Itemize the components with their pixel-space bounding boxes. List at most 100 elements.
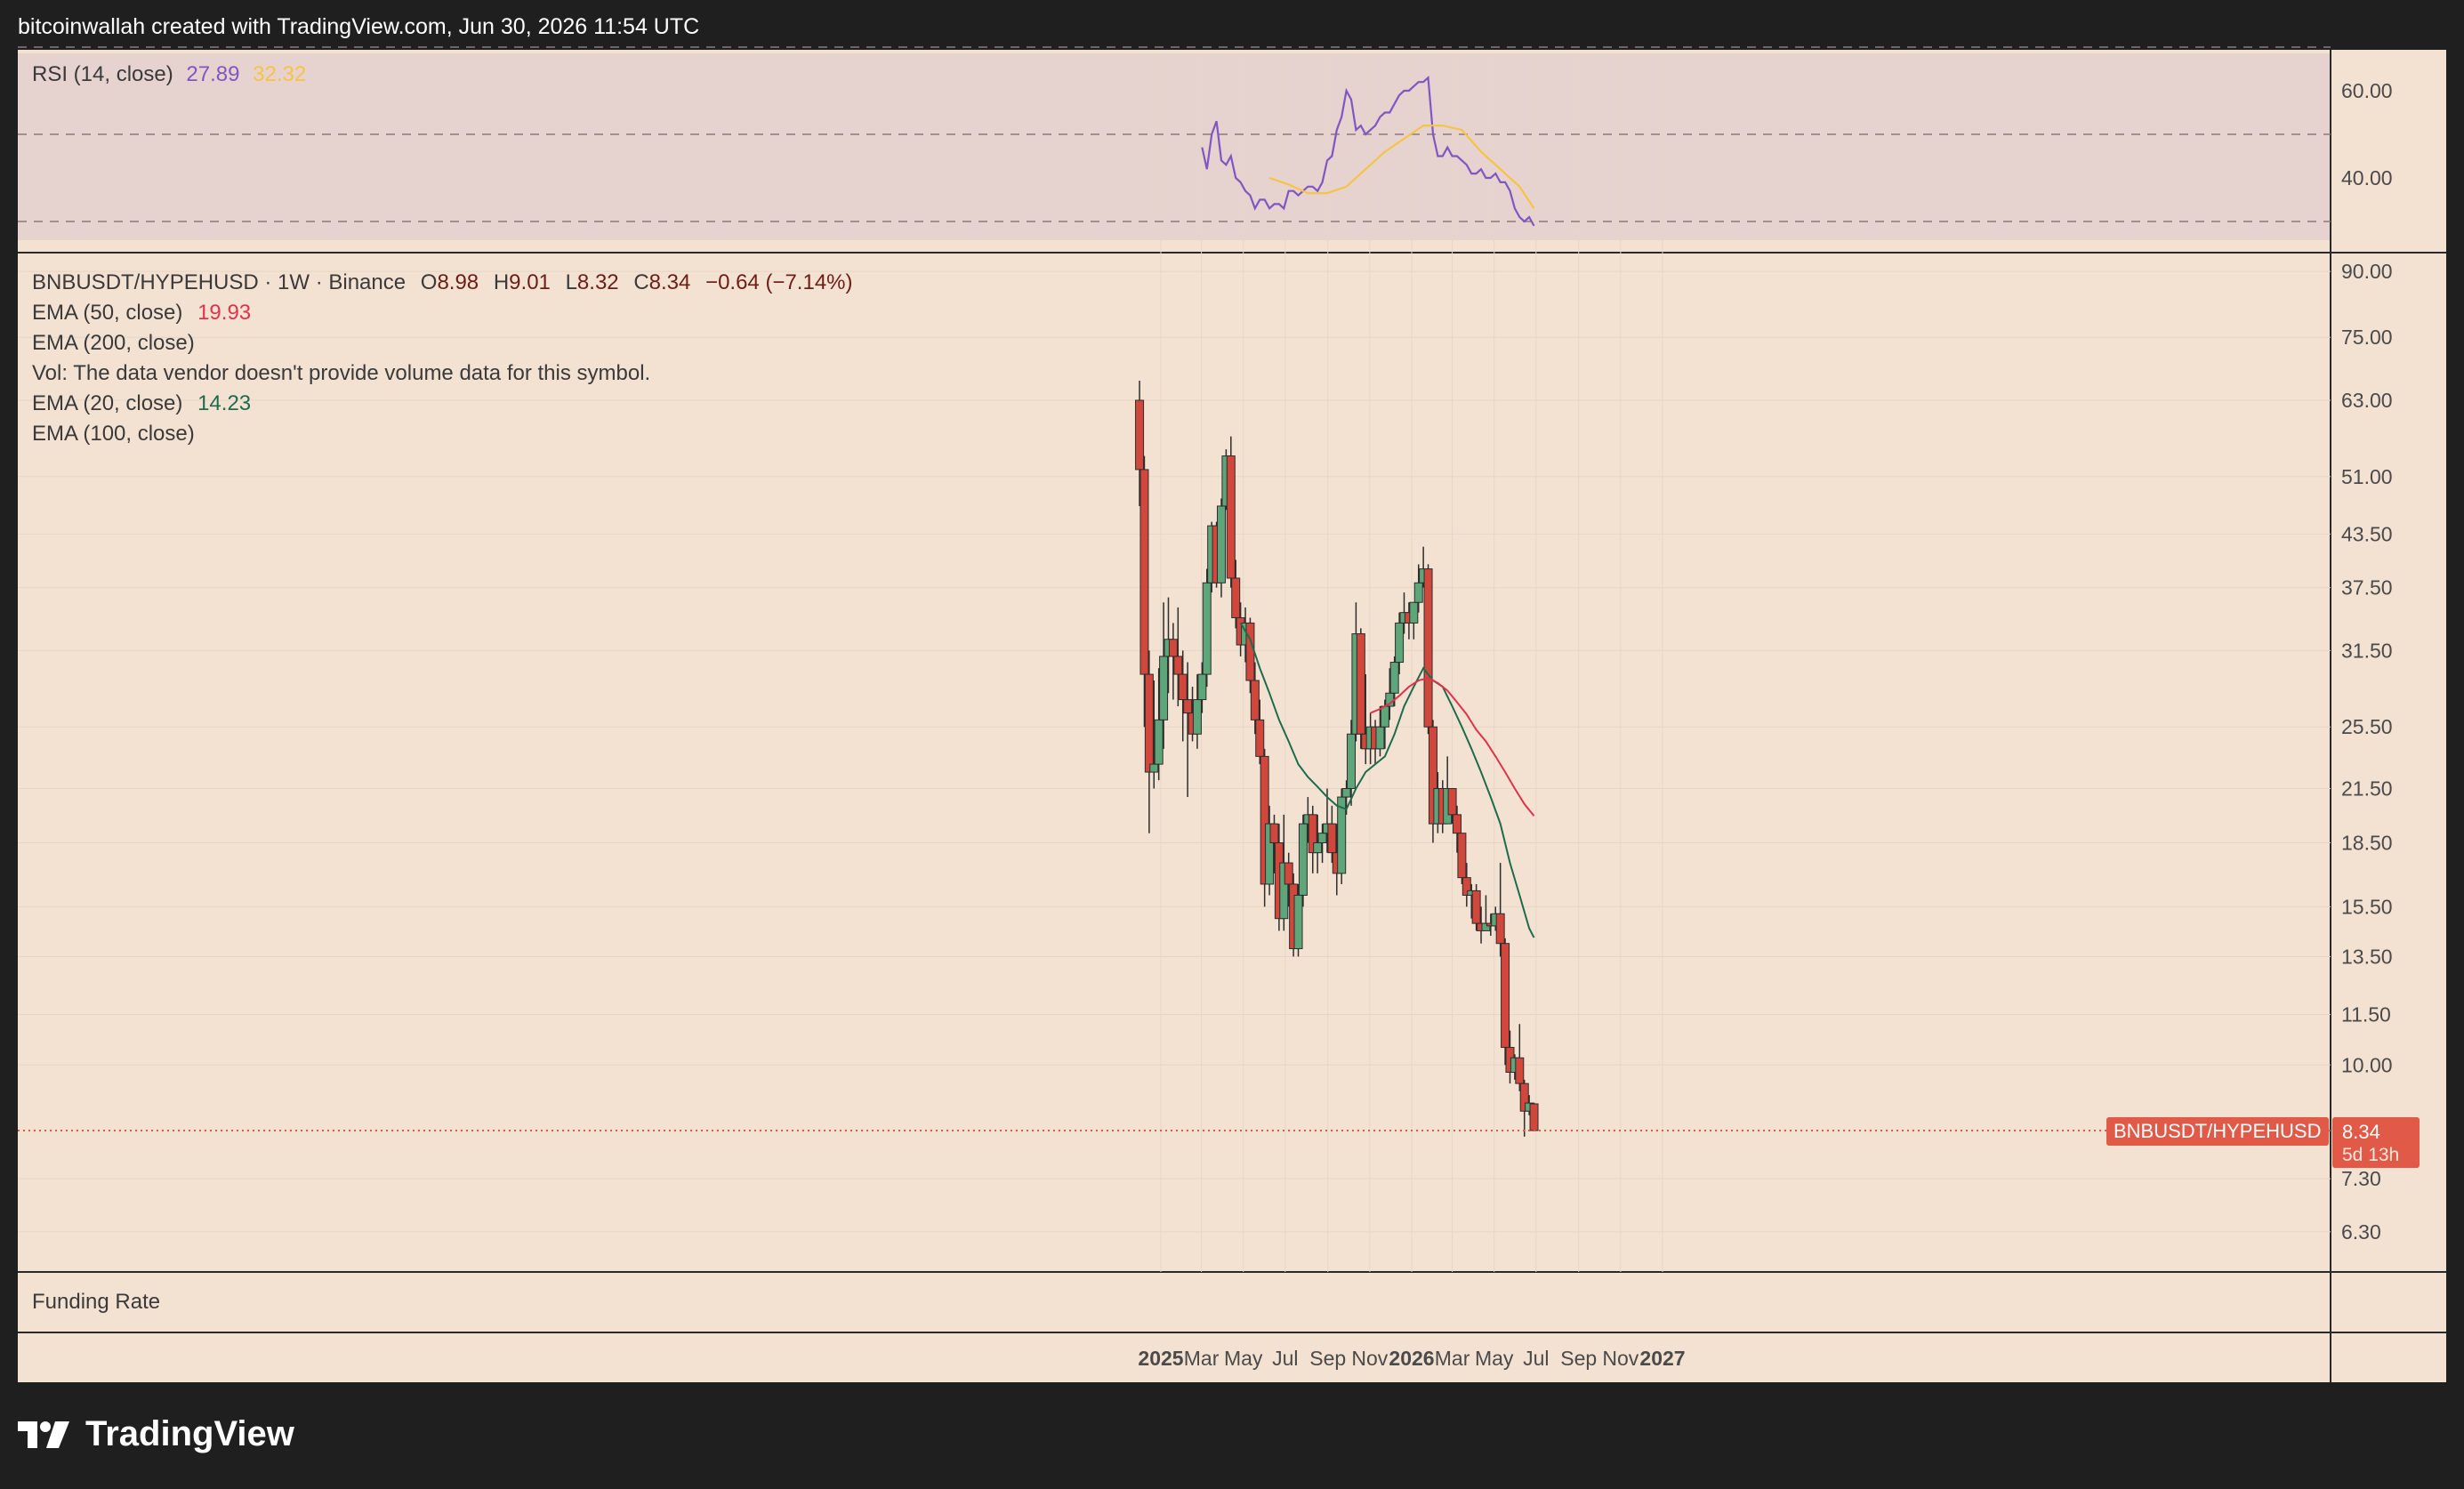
ema50-value: 19.93	[197, 301, 252, 325]
candle-body-up	[1341, 788, 1351, 798]
ema100-legend[interactable]: EMA (100, close)	[32, 422, 195, 447]
ema50-label: EMA (50, close)	[32, 301, 183, 325]
ema20-line	[1239, 622, 1535, 938]
candle-body-up	[1265, 823, 1275, 885]
candle-body-down	[1452, 814, 1461, 834]
x-tick-label: Jul	[1272, 1347, 1298, 1370]
ohlc-low: L8.32	[565, 270, 619, 294]
candle-body-down	[1423, 568, 1433, 728]
candle-body-up	[1293, 894, 1303, 950]
candle-body-up	[1395, 622, 1405, 664]
candle-body-up	[1192, 699, 1202, 735]
y-tick-label: 21.50	[2341, 777, 2393, 801]
y-tick-label: 51.00	[2341, 465, 2393, 488]
axes: 2025 Mar May Jul Sep Nov 2026 Mar May Jul Sep Nov 20…	[1138, 79, 2392, 1370]
symbol-line: BNBUSDT/HYPEHUSD · 1W · Binance	[32, 270, 407, 294]
candle-body-down	[1356, 633, 1365, 735]
y-tick-label: 31.50	[2341, 639, 2393, 662]
brand-name: TradingView	[85, 1414, 294, 1453]
x-tick-label: Nov	[1602, 1347, 1639, 1370]
candle-body-down	[1250, 680, 1260, 720]
candle-body-down	[1471, 889, 1481, 924]
y-tick-label: 15.50	[2341, 895, 2393, 918]
x-tick-label: May	[1475, 1347, 1514, 1370]
candle-body-down	[1447, 788, 1457, 816]
candle-body-up	[1216, 505, 1226, 584]
y-tick-label: 25.50	[2341, 715, 2393, 738]
candle-body-up	[1202, 582, 1212, 675]
candle-body-down	[1139, 469, 1149, 675]
volume-note: Vol: The data vendor doesn't provide vol…	[32, 361, 651, 385]
rsi-tick-label: 60.00	[2341, 79, 2393, 102]
x-tick-label: Mar	[1184, 1347, 1220, 1370]
candle-body-up	[1389, 662, 1399, 694]
x-tick-label: 2026	[1389, 1347, 1434, 1370]
rsi-ma-line	[1268, 125, 1535, 209]
rsi-legend: RSI (14, close) 27.89 32.32	[32, 62, 306, 87]
candle-body-down	[1501, 943, 1510, 1048]
rsi-plot	[1201, 75, 1535, 227]
y-tick-label: 11.50	[2341, 1003, 2391, 1026]
candle-body-up	[1154, 719, 1164, 765]
candle-body-up	[1413, 582, 1423, 603]
ema200-legend[interactable]: EMA (200, close)	[32, 331, 195, 356]
candle-body-up	[1347, 733, 1357, 790]
candle-body-up	[1380, 705, 1389, 728]
ema200-label: EMA (200, close)	[32, 331, 195, 355]
symbol-tag-text: BNBUSDT/HYPEHUSD	[2114, 1120, 2321, 1142]
candle-body-down	[1255, 719, 1265, 757]
x-tick-label: 2027	[1639, 1347, 1685, 1370]
candle-body-down	[1245, 622, 1255, 681]
ema20-label: EMA (20, close)	[32, 391, 183, 415]
ohlc-high: H9.01	[493, 270, 551, 294]
price-tag: BNBUSDT/HYPEHUSD 8.34 5d 13h	[18, 1117, 2420, 1168]
price-tag-box	[2332, 1117, 2420, 1168]
candle-body-up	[1481, 922, 1491, 931]
y-tick-label: 90.00	[2341, 260, 2393, 283]
candle-body-down	[1461, 877, 1471, 896]
ema-lines	[1239, 622, 1535, 938]
candle-body-down	[1529, 1103, 1539, 1131]
candle-body-down	[1519, 1083, 1529, 1112]
y-tick-label: 13.50	[2341, 945, 2393, 968]
candle-body-up	[1375, 726, 1385, 750]
y-tick-label: 6.30	[2341, 1220, 2381, 1244]
candle-body-down	[1226, 455, 1236, 579]
ema50-legend[interactable]: EMA (50, close) 19.93	[32, 301, 251, 326]
x-tick-label: Sep	[1309, 1347, 1346, 1370]
rsi-label: RSI (14, close)	[32, 62, 173, 86]
y-tick-label: 75.00	[2341, 326, 2393, 349]
candle-body-up	[1313, 842, 1323, 854]
ohlc-open: O8.98	[420, 270, 479, 294]
candle-body-up	[1409, 601, 1419, 624]
candle-body-up	[1159, 656, 1169, 720]
candle-body-down	[1495, 913, 1505, 945]
x-tick-label: Sep	[1560, 1347, 1597, 1370]
candle-body-down	[1231, 577, 1241, 618]
candle-body-down	[1515, 1057, 1525, 1084]
candle-body-down	[1183, 699, 1193, 714]
symbol-tag-box	[2106, 1117, 2329, 1146]
symbol-legend[interactable]: BNBUSDT/HYPEHUSD · 1W · Binance O8.98 H9…	[32, 270, 853, 295]
attribution-bar: bitcoinwallah created with TradingView.c…	[0, 0, 2464, 55]
y-tick-label: 37.50	[2341, 576, 2393, 600]
ohlc-close: C8.34	[633, 270, 691, 294]
rsi-tick-label: 40.00	[2341, 166, 2393, 189]
y-tick-label: 7.30	[2341, 1167, 2381, 1190]
candle-body-down	[1168, 639, 1178, 657]
price-tag-countdown: 5d 13h	[2342, 1145, 2399, 1165]
tradingview-logo[interactable]: TradingView	[18, 1414, 294, 1454]
ohlc-change: −0.64 (−7.14%)	[705, 270, 853, 294]
x-tick-label: 2025	[1138, 1347, 1183, 1370]
candles[interactable]	[1135, 381, 1539, 1137]
candle-body-down	[1327, 823, 1337, 854]
rsi-value: 27.89	[186, 62, 240, 86]
volume-legend[interactable]: Vol: The data vendor doesn't provide vol…	[32, 361, 650, 386]
grid	[18, 46, 2331, 1272]
ema20-legend[interactable]: EMA (20, close) 14.23	[32, 391, 251, 416]
ema20-value: 14.23	[197, 391, 252, 415]
funding-rate-legend[interactable]: Funding Rate	[32, 1290, 160, 1315]
candle-body-up	[1298, 823, 1308, 896]
candle-body-down	[1144, 673, 1154, 773]
